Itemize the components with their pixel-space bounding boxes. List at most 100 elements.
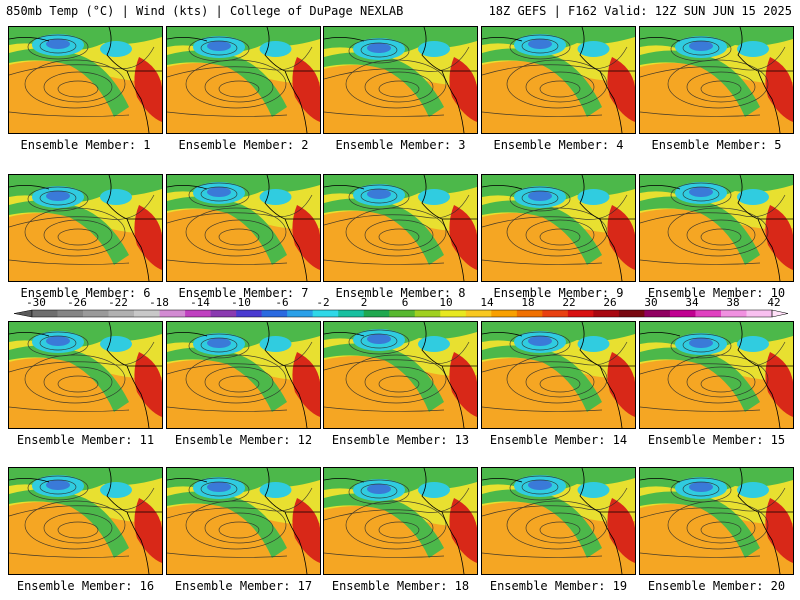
ensemble-member-label: Ensemble Member: 4 <box>493 138 624 152</box>
colorbar-segment <box>134 310 160 317</box>
colorbar-segment <box>491 310 518 317</box>
ensemble-panel: Ensemble Member: 18 <box>323 467 478 593</box>
ensemble-panel: Ensemble Member: 9 <box>481 174 636 300</box>
colorbar-segment <box>720 310 747 317</box>
ensemble-map <box>166 174 321 282</box>
ensemble-panel: Ensemble Member: 19 <box>481 467 636 593</box>
ensemble-map <box>323 467 478 575</box>
colorbar-segment <box>389 310 416 317</box>
ensemble-member-label: Ensemble Member: 13 <box>331 433 470 447</box>
colorbar-segment <box>669 310 696 317</box>
colorbar-segment <box>567 310 594 317</box>
ensemble-member-label: Ensemble Member: 1 <box>20 138 151 152</box>
title-right: 18Z GEFS | F162 Valid: 12Z SUN JUN 15 20… <box>488 4 792 18</box>
ensemble-member-label: Ensemble Member: 9 <box>493 286 624 300</box>
ensemble-map <box>8 174 163 282</box>
colorbar-segment <box>210 310 237 317</box>
ensemble-panel: Ensemble Member: 20 <box>639 467 794 593</box>
ensemble-map <box>8 467 163 575</box>
colorbar-tick-label: 34 <box>685 296 699 309</box>
ensemble-member-label: Ensemble Member: 12 <box>174 433 313 447</box>
colorbar-tick-label: 2 <box>361 296 368 309</box>
ensemble-member-label: Ensemble Member: 18 <box>331 579 470 593</box>
ensemble-member-label: Ensemble Member: 10 <box>647 286 786 300</box>
title-left: 850mb Temp (°C) | Wind (kts) | College o… <box>6 4 404 18</box>
ensemble-panel: Ensemble Member: 13 <box>323 321 478 447</box>
ensemble-map <box>8 26 163 134</box>
ensemble-map <box>481 26 636 134</box>
colorbar-segment <box>57 310 84 317</box>
colorbar-tick-label: -2 <box>316 296 329 309</box>
colorbar-segment <box>414 310 441 317</box>
ensemble-map <box>639 467 794 575</box>
colorbar-segment <box>440 310 467 317</box>
ensemble-member-label: Ensemble Member: 20 <box>647 579 786 593</box>
ensemble-member-label: Ensemble Member: 3 <box>335 138 466 152</box>
ensemble-panel: Ensemble Member: 10 <box>639 174 794 300</box>
colorbar-segment <box>746 310 773 317</box>
colorbar-right-arrow <box>771 309 789 318</box>
colorbar-tick-label: -6 <box>275 296 288 309</box>
colorbar-segment <box>363 310 390 317</box>
colorbar-segment <box>236 310 262 317</box>
colorbar-tick-label: 30 <box>644 296 657 309</box>
colorbar-tick-label: 26 <box>603 296 616 309</box>
temperature-colorbar: -30 -26 -22 -18 -14 -10 -6 -2 2 6 10 14 18 22 26 30 34 38… <box>13 296 789 318</box>
ensemble-map <box>639 26 794 134</box>
ensemble-map <box>639 174 794 282</box>
colorbar-tick-label: 10 <box>439 296 452 309</box>
ensemble-map <box>481 467 636 575</box>
colorbar-tick-label: 18 <box>521 296 534 309</box>
ensemble-panel: Ensemble Member: 4 <box>481 26 636 152</box>
ensemble-map <box>166 321 321 429</box>
ensemble-member-label: Ensemble Member: 2 <box>178 138 309 152</box>
colorbar-segment <box>159 310 186 317</box>
ensemble-panel: Ensemble Member: 8 <box>323 174 478 300</box>
ensemble-map <box>481 174 636 282</box>
colorbar-tick-label: -10 <box>231 296 251 309</box>
ensemble-map <box>166 26 321 134</box>
ensemble-panel: Ensemble Member: 15 <box>639 321 794 447</box>
colorbar-tick-label: 6 <box>402 296 409 309</box>
colorbar-tick-label: -26 <box>67 296 87 309</box>
ensemble-member-label: Ensemble Member: 5 <box>651 138 782 152</box>
colorbar-segment <box>287 310 313 317</box>
ensemble-map <box>323 321 478 429</box>
ensemble-panel: Ensemble Member: 2 <box>166 26 321 152</box>
colorbar-tick-label: 38 <box>726 296 739 309</box>
ensemble-member-label: Ensemble Member: 19 <box>489 579 628 593</box>
colorbar-segment <box>695 310 722 317</box>
ensemble-map <box>639 321 794 429</box>
colorbar-tick-label: -14 <box>190 296 210 309</box>
ensemble-map <box>323 174 478 282</box>
ensemble-member-label: Ensemble Member: 11 <box>16 433 155 447</box>
ensemble-panel: Ensemble Member: 11 <box>8 321 163 447</box>
colorbar-segment <box>312 310 339 317</box>
colorbar-segment <box>516 310 543 317</box>
ensemble-map <box>323 26 478 134</box>
ensemble-member-label: Ensemble Member: 17 <box>174 579 313 593</box>
ensemble-panel: Ensemble Member: 1 <box>8 26 163 152</box>
ensemble-member-label: Ensemble Member: 14 <box>489 433 628 447</box>
colorbar-tick-label: -22 <box>108 296 128 309</box>
ensemble-panel: Ensemble Member: 5 <box>639 26 794 152</box>
ensemble-member-label: Ensemble Member: 16 <box>16 579 155 593</box>
ensemble-map <box>8 321 163 429</box>
colorbar-tick-label: -30 <box>26 296 46 309</box>
colorbar-segment <box>261 310 288 317</box>
colorbar-left-arrow <box>13 309 33 318</box>
colorbar-segment <box>108 310 135 317</box>
colorbar-segment <box>32 310 58 317</box>
colorbar-tick-label: 42 <box>767 296 780 309</box>
colorbar-segment <box>644 310 671 317</box>
ensemble-panel: Ensemble Member: 14 <box>481 321 636 447</box>
colorbar-segment <box>542 310 569 317</box>
ensemble-map <box>166 467 321 575</box>
ensemble-member-label: Ensemble Member: 8 <box>335 286 466 300</box>
ensemble-map <box>481 321 636 429</box>
ensemble-panel: Ensemble Member: 12 <box>166 321 321 447</box>
colorbar-tick-label: 22 <box>562 296 575 309</box>
ensemble-panel: Ensemble Member: 16 <box>8 467 163 593</box>
ensemble-panel: Ensemble Member: 6 <box>8 174 163 300</box>
colorbar-segment <box>593 310 620 317</box>
